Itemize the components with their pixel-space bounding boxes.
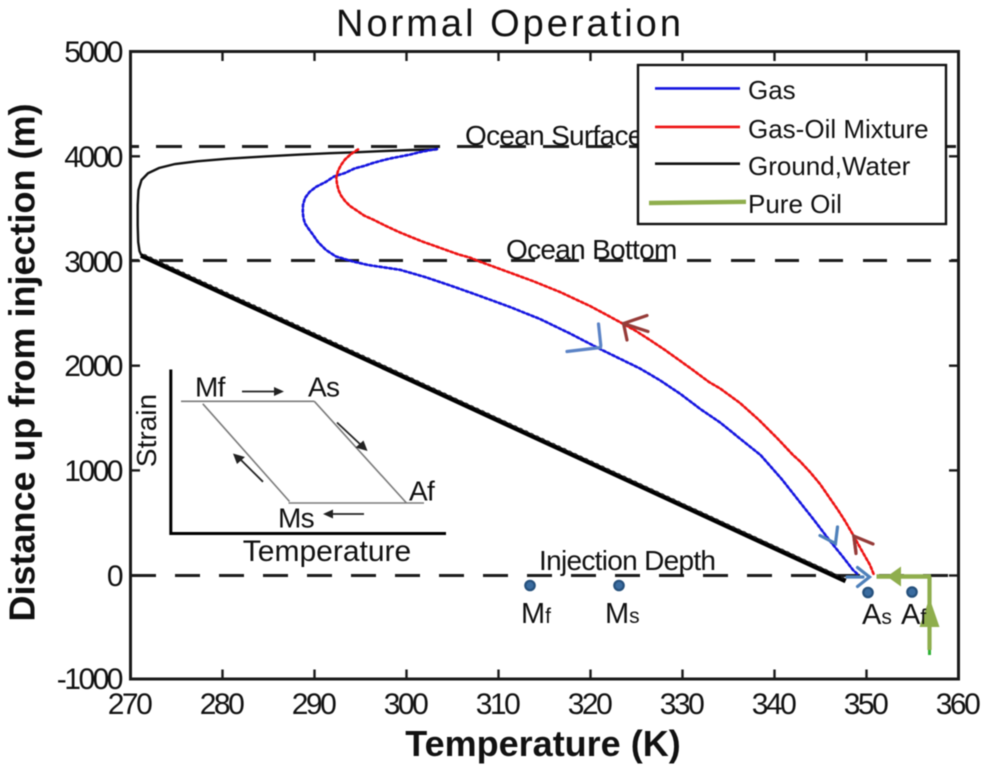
svg-text:Gas-Oil Mixture: Gas-Oil Mixture (748, 114, 929, 144)
svg-text:Ground,Water: Ground,Water (748, 151, 911, 181)
svg-text:1000: 1000 (64, 455, 123, 488)
svg-text:As: As (308, 372, 339, 403)
svg-text:-1000: -1000 (57, 663, 123, 696)
svg-text:Temperature (K): Temperature (K) (405, 723, 680, 764)
svg-text:Ocean Surface: Ocean Surface (465, 120, 643, 151)
svg-text:Mf: Mf (195, 372, 226, 403)
svg-text:270: 270 (108, 688, 152, 721)
svg-text:Ocean Bottom: Ocean Bottom (506, 234, 677, 265)
svg-text:3000: 3000 (64, 246, 123, 279)
svg-text:300: 300 (384, 688, 428, 721)
svg-text:340: 340 (752, 688, 796, 721)
svg-text:320: 320 (568, 688, 612, 721)
svg-text:0: 0 (107, 560, 123, 593)
svg-text:5000: 5000 (64, 36, 123, 69)
svg-text:2000: 2000 (64, 350, 123, 383)
svg-text:Af: Af (409, 476, 435, 507)
svg-text:4000: 4000 (64, 141, 123, 174)
svg-text:310: 310 (476, 688, 520, 721)
svg-text:Strain: Strain (131, 394, 162, 467)
svg-text:330: 330 (660, 688, 704, 721)
svg-text:Ms: Ms (278, 503, 314, 534)
svg-text:Injection Depth: Injection Depth (539, 545, 715, 576)
svg-text:Normal Operation: Normal Operation (336, 3, 684, 45)
svg-text:280: 280 (200, 688, 244, 721)
svg-text:350: 350 (844, 688, 888, 721)
svg-text:360: 360 (936, 688, 980, 721)
svg-text:Distance up from injection (m): Distance up from injection (m) (2, 103, 43, 621)
svg-text:Temperature: Temperature (243, 535, 411, 568)
svg-text:290: 290 (292, 688, 336, 721)
svg-text:Pure Oil: Pure Oil (748, 189, 842, 219)
svg-text:Gas: Gas (748, 75, 796, 105)
